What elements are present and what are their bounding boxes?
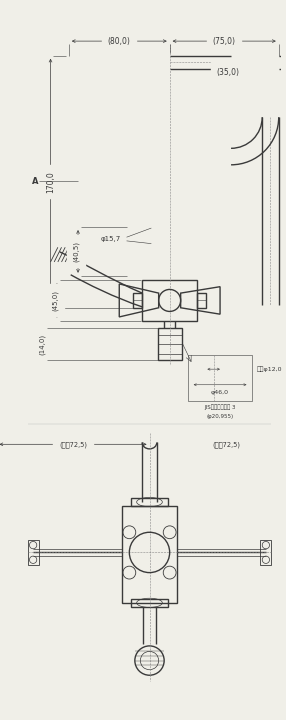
Text: φ46,0: φ46,0 bbox=[211, 390, 229, 395]
Text: 170,0: 170,0 bbox=[46, 171, 55, 193]
Bar bbox=[131, 498, 168, 505]
Text: (75,0): (75,0) bbox=[213, 37, 236, 45]
Text: (最大72,5): (最大72,5) bbox=[59, 441, 87, 448]
Text: (φ20,955): (φ20,955) bbox=[206, 414, 234, 419]
Text: A: A bbox=[32, 177, 38, 186]
Bar bbox=[260, 539, 271, 565]
Bar bbox=[122, 505, 177, 603]
Text: JIS給水栓取付け 3: JIS給水栓取付け 3 bbox=[204, 405, 236, 410]
Bar bbox=[28, 539, 39, 565]
Bar bbox=[131, 599, 168, 606]
Text: (35,0): (35,0) bbox=[216, 68, 239, 77]
Text: (45,0): (45,0) bbox=[52, 290, 58, 311]
Bar bbox=[188, 356, 252, 401]
Text: φ15,7: φ15,7 bbox=[101, 236, 121, 242]
Bar bbox=[142, 280, 197, 320]
Bar bbox=[133, 293, 142, 307]
Bar bbox=[158, 328, 182, 360]
Bar bbox=[197, 293, 206, 307]
Text: (80,0): (80,0) bbox=[108, 37, 131, 45]
Text: 内径φ12,0: 内径φ12,0 bbox=[257, 366, 282, 372]
Text: (最大72,5): (最大72,5) bbox=[212, 441, 240, 448]
Text: (14,0): (14,0) bbox=[39, 333, 45, 354]
Text: (40,5): (40,5) bbox=[73, 241, 80, 262]
